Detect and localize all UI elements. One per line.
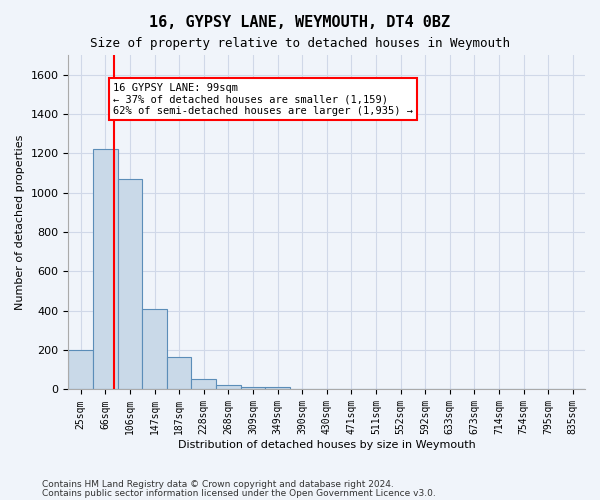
Bar — [68, 350, 93, 390]
Text: Size of property relative to detached houses in Weymouth: Size of property relative to detached ho… — [90, 38, 510, 51]
Bar — [142, 309, 167, 390]
Bar — [167, 358, 191, 390]
Bar — [93, 150, 118, 390]
Y-axis label: Number of detached properties: Number of detached properties — [15, 134, 25, 310]
Bar — [265, 386, 290, 390]
Text: 16 GYPSY LANE: 99sqm
← 37% of detached houses are smaller (1,159)
62% of semi-de: 16 GYPSY LANE: 99sqm ← 37% of detached h… — [113, 82, 413, 116]
Bar — [191, 378, 216, 390]
Bar — [241, 386, 265, 390]
Bar — [118, 179, 142, 390]
X-axis label: Distribution of detached houses by size in Weymouth: Distribution of detached houses by size … — [178, 440, 476, 450]
Bar — [216, 384, 241, 390]
Text: Contains public sector information licensed under the Open Government Licence v3: Contains public sector information licen… — [42, 489, 436, 498]
Text: 16, GYPSY LANE, WEYMOUTH, DT4 0BZ: 16, GYPSY LANE, WEYMOUTH, DT4 0BZ — [149, 15, 451, 30]
Text: Contains HM Land Registry data © Crown copyright and database right 2024.: Contains HM Land Registry data © Crown c… — [42, 480, 394, 489]
